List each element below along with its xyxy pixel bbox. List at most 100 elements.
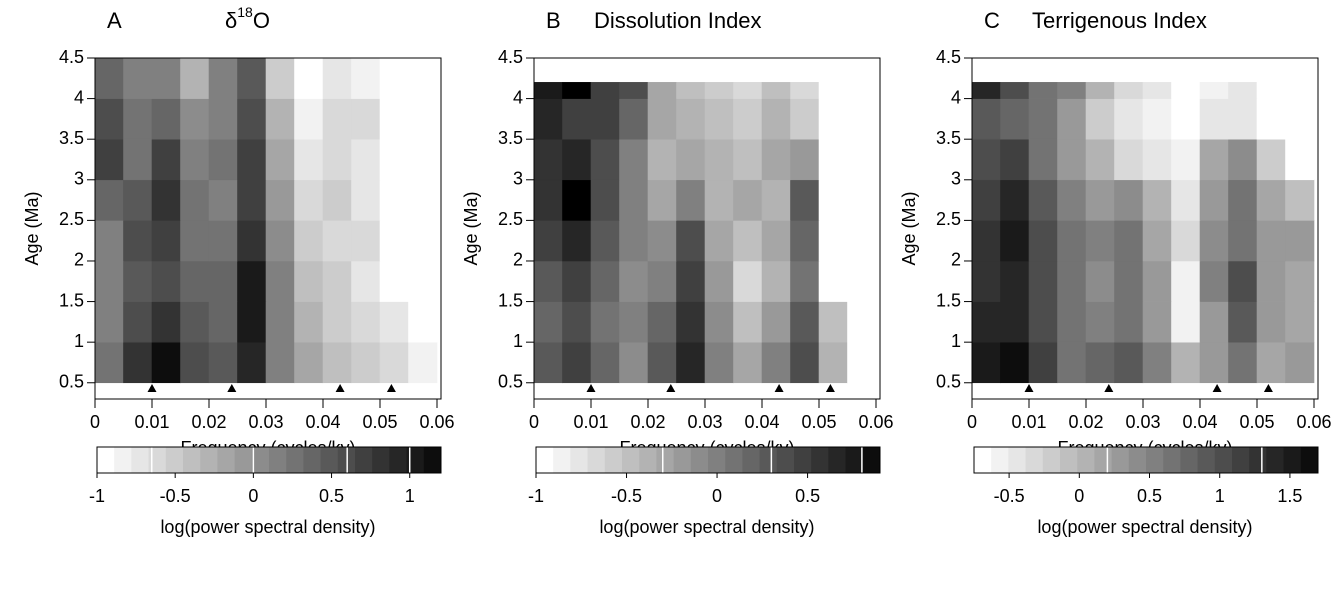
cell — [1000, 82, 1030, 99]
cell — [208, 57, 238, 99]
colorbar-step — [622, 447, 640, 473]
colorbar-step — [303, 447, 322, 473]
colorbar-step — [974, 447, 992, 473]
cell — [619, 98, 649, 140]
cell — [1142, 98, 1172, 140]
cell — [294, 301, 324, 343]
cell — [1228, 179, 1258, 221]
cell — [1285, 138, 1315, 181]
x-tick-label: 0.04 — [744, 412, 779, 432]
cell — [208, 98, 238, 140]
cell — [1256, 138, 1286, 181]
panel-label: A — [107, 8, 122, 33]
cell — [971, 220, 1001, 262]
marker — [825, 384, 835, 392]
cell — [1142, 260, 1172, 302]
cell — [733, 98, 763, 140]
cell — [818, 301, 848, 343]
colorbar-step — [131, 447, 150, 473]
panel-title: δ18O — [225, 4, 270, 33]
marker — [386, 384, 396, 392]
colorbar-step — [406, 447, 425, 473]
cell — [1228, 82, 1258, 99]
cell — [379, 220, 409, 262]
colorbar-step — [97, 447, 115, 473]
x-tick-label: 0.01 — [1011, 412, 1046, 432]
y-tick-label: 4 — [513, 87, 523, 107]
cell — [1228, 98, 1258, 140]
cell — [761, 260, 791, 302]
cell — [1199, 179, 1229, 221]
cell — [123, 57, 153, 99]
cell — [1085, 260, 1115, 302]
y-axis-label: Age (Ma) — [899, 191, 919, 265]
panel-label: C — [984, 8, 1000, 33]
x-tick-label: 0.01 — [134, 412, 169, 432]
x-tick-label: 0.03 — [1125, 412, 1160, 432]
cell — [123, 341, 153, 384]
title-text: Terrigenous Index — [1032, 8, 1207, 33]
x-tick-label: 0 — [90, 412, 100, 432]
cell — [1000, 138, 1030, 181]
colorbar-step — [553, 447, 571, 473]
cell — [590, 98, 620, 140]
cell — [351, 179, 381, 221]
cell — [1028, 179, 1058, 221]
cell — [1142, 138, 1172, 181]
cell — [351, 57, 381, 99]
colorbar-frame — [96, 446, 442, 474]
cell — [123, 179, 153, 221]
cell — [322, 220, 352, 262]
marker — [227, 384, 237, 392]
colorbar-frame — [535, 446, 881, 474]
colorbar-step — [845, 447, 864, 473]
cell — [1114, 138, 1144, 181]
cell — [847, 341, 877, 384]
cell — [1114, 179, 1144, 221]
colorbar-step — [776, 447, 795, 473]
cell — [379, 301, 409, 343]
cell — [761, 82, 791, 99]
cell — [180, 98, 210, 140]
cell — [761, 301, 791, 343]
cell — [265, 220, 295, 262]
cell — [533, 301, 563, 343]
cell — [1256, 341, 1286, 384]
cell — [619, 260, 649, 302]
cell — [1057, 220, 1087, 262]
x-tick-label: 0.01 — [573, 412, 608, 432]
y-tick-label: 2.5 — [59, 209, 84, 229]
y-tick-label: 0.5 — [59, 372, 84, 392]
plot-frame — [533, 57, 881, 400]
y-tick-label: 3.5 — [498, 128, 523, 148]
cell — [704, 220, 734, 262]
colorbar-step — [251, 447, 270, 473]
x-tick-label: 0.06 — [1296, 412, 1331, 432]
cell — [1228, 301, 1258, 343]
colorbar-tick-label: 0 — [248, 486, 258, 506]
cell — [123, 260, 153, 302]
colorbar-tick-label: 0.5 — [795, 486, 820, 506]
cell — [533, 341, 563, 384]
colorbar-step — [811, 447, 829, 473]
cell — [294, 179, 324, 221]
cell — [379, 179, 409, 221]
cell — [351, 220, 381, 262]
colorbar-step — [1146, 447, 1164, 473]
colorbar-step — [1060, 447, 1078, 473]
cell — [1142, 220, 1172, 262]
cell — [733, 341, 763, 384]
title-suffix: O — [253, 8, 270, 33]
cell — [1057, 301, 1087, 343]
cell — [704, 98, 734, 140]
colorbar-tick-label: -1 — [528, 486, 544, 506]
cell — [351, 301, 381, 343]
colorbar-tick-label: -0.5 — [994, 486, 1025, 506]
y-tick-label: 2 — [951, 250, 961, 270]
colorbar-tick-label: 0.5 — [319, 486, 344, 506]
cell — [847, 82, 877, 99]
cell — [322, 138, 352, 181]
cell — [761, 341, 791, 384]
cell — [590, 220, 620, 262]
cell — [1028, 341, 1058, 384]
